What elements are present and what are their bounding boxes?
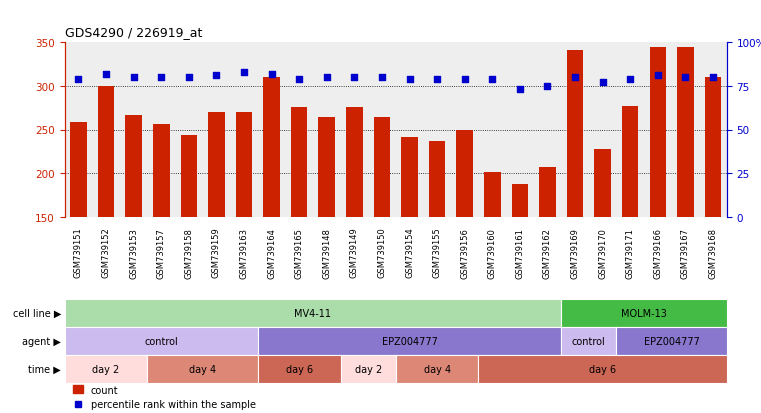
Point [403,76,416,83]
Point [320,74,333,81]
Bar [677,48,694,218]
Text: day 4: day 4 [424,364,451,374]
Bar [511,184,528,218]
Point [293,76,305,83]
Bar [236,113,252,218]
Bar [567,51,584,218]
Point [651,73,664,79]
Point [459,76,471,83]
Bar [153,125,170,218]
Point [569,74,581,81]
Text: MV4-11: MV4-11 [295,308,332,318]
Point [597,80,609,86]
Text: time ▶: time ▶ [28,364,61,374]
Text: day 6: day 6 [589,364,616,374]
Bar [263,78,280,218]
Text: cell line ▶: cell line ▶ [12,308,61,318]
Text: control: control [572,336,606,346]
Bar [429,142,445,218]
Point [624,76,636,83]
Bar [374,118,390,218]
Bar [180,135,197,218]
Point [376,74,388,81]
Point [100,71,112,78]
Point [431,76,443,83]
Point [183,74,195,81]
Point [266,71,278,78]
Bar [401,138,418,218]
Bar [649,48,666,218]
Text: EPZ004777: EPZ004777 [644,336,699,346]
Bar [97,87,114,218]
Bar [484,172,501,218]
Text: day 6: day 6 [285,364,313,374]
Bar [346,107,362,218]
Bar [291,107,307,218]
Point [486,76,498,83]
Point [238,69,250,76]
Legend: count, percentile rank within the sample: count, percentile rank within the sample [69,381,260,413]
Bar [209,113,224,218]
Point [514,87,526,93]
Point [680,74,692,81]
Text: day 4: day 4 [189,364,216,374]
Bar [126,115,142,218]
Point [707,74,719,81]
Point [155,74,167,81]
Text: EPZ004777: EPZ004777 [381,336,438,346]
Bar [70,122,87,218]
Text: day 2: day 2 [92,364,119,374]
Text: MOLM-13: MOLM-13 [621,308,667,318]
Point [128,74,140,81]
Point [349,74,361,81]
Bar [539,168,556,218]
Bar [318,118,335,218]
Point [541,83,553,90]
Bar [705,78,721,218]
Text: agent ▶: agent ▶ [22,336,61,346]
Text: day 2: day 2 [355,364,382,374]
Point [72,76,84,83]
Text: GDS4290 / 226919_at: GDS4290 / 226919_at [65,26,202,39]
Bar [457,130,473,218]
Bar [622,107,638,218]
Bar [594,150,611,218]
Text: control: control [145,336,178,346]
Point [210,73,222,79]
